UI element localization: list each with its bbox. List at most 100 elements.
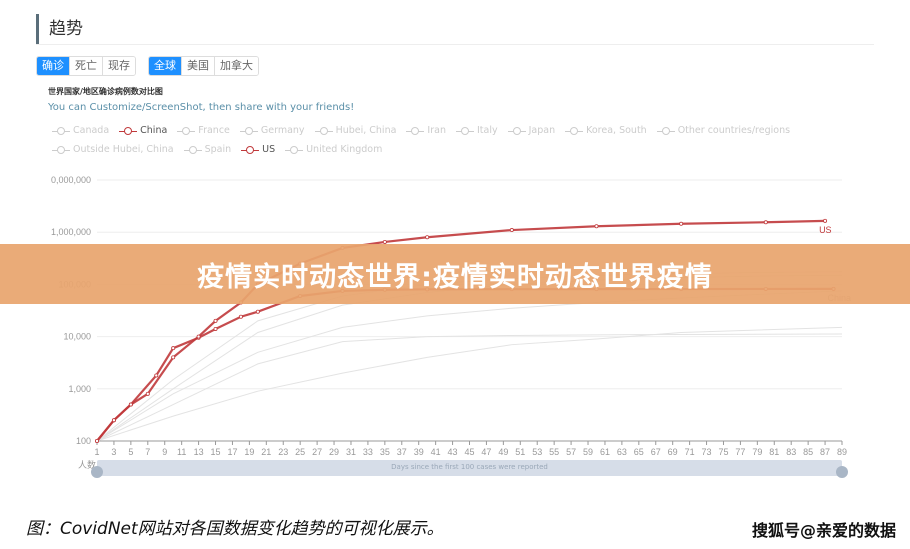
x-tick-label: 45	[464, 447, 474, 457]
x-tick-label: 35	[380, 447, 390, 457]
x-tick-label: 61	[600, 447, 610, 457]
x-tick-label: 65	[634, 447, 644, 457]
slider-handle-icon[interactable]	[91, 466, 103, 478]
x-tick-label: 17	[227, 447, 237, 457]
data-point	[95, 438, 100, 443]
legend-row-2: Outside Hubei, China Spain US United Kingdo…	[52, 144, 382, 155]
data-point	[425, 235, 430, 240]
legend-marker-icon	[52, 126, 70, 135]
legend-item[interactable]: Canada	[52, 125, 109, 136]
legend-item[interactable]: Outside Hubei, China	[52, 144, 174, 155]
x-tick-label: 83	[786, 447, 796, 457]
data-point	[171, 346, 176, 351]
series-end-label: US	[819, 225, 832, 235]
region-tabs: 全球 美国 加拿大	[148, 56, 259, 76]
data-point	[213, 318, 218, 323]
series-line	[96, 333, 843, 442]
section-title: 趋势	[36, 14, 83, 44]
tab-global[interactable]: 全球	[149, 57, 182, 75]
divider	[36, 44, 874, 45]
legend-label: Other countries/regions	[677, 125, 791, 136]
legend-marker-icon	[507, 126, 526, 135]
x-tick-label: 87	[820, 447, 830, 457]
y-tick-label: 1,000,000	[51, 227, 91, 237]
x-tick-label: 25	[295, 447, 305, 457]
y-axis-label: 人数	[78, 459, 96, 471]
legend-item[interactable]: Italy	[455, 125, 498, 136]
legend-label: Outside Hubei, China	[73, 144, 174, 155]
x-tick-label: 51	[515, 447, 525, 457]
data-point	[213, 326, 218, 331]
slider-label: Days since the first 100 cases were repo…	[391, 463, 548, 471]
banner-text: 疫情实时动态世界:疫情实时动态世界疫情	[197, 261, 713, 293]
legend-marker-icon	[314, 126, 333, 135]
series-line	[96, 287, 834, 442]
x-tick-label: 23	[278, 447, 288, 457]
x-tick-label: 37	[397, 447, 407, 457]
legend-item[interactable]: France	[177, 125, 230, 136]
data-point	[763, 220, 768, 225]
x-tick-label: 19	[244, 447, 254, 457]
x-tick-label: 69	[668, 447, 678, 457]
legend-item[interactable]: Iran	[406, 125, 446, 136]
legend-item[interactable]: China	[119, 125, 167, 136]
legend-label: France	[198, 125, 230, 136]
legend-marker-icon	[285, 145, 304, 154]
x-tick-label: 11	[177, 447, 186, 457]
data-point	[111, 418, 116, 423]
x-tick-label: 5	[128, 447, 133, 457]
x-tick-label: 49	[498, 447, 508, 457]
data-point	[509, 228, 514, 233]
x-tick-label: 3	[111, 447, 116, 457]
x-tick-label: 57	[566, 447, 576, 457]
legend-item[interactable]: Hubei, China	[314, 125, 396, 136]
legend-marker-icon	[241, 145, 260, 154]
legend-marker-icon	[177, 126, 196, 135]
x-tick-label: 81	[769, 447, 779, 457]
legend-label: Korea, South	[586, 125, 647, 136]
data-point	[196, 334, 201, 339]
legend-label: Germany	[260, 125, 305, 136]
overlay-banner: 疫情实时动态世界:疫情实时动态世界疫情	[0, 244, 910, 304]
legend-item[interactable]: Other countries/regions	[656, 125, 791, 136]
watermark: 搜狐号@亲爱的数据	[751, 521, 896, 540]
tab-canada[interactable]: 加拿大	[215, 57, 258, 75]
legend-row-1: Canada China France Germany Hubei, China Iran…	[52, 125, 790, 136]
y-tick-label: 1,000	[68, 384, 91, 394]
x-tick-label: 55	[549, 447, 559, 457]
legend-label: Spain	[204, 144, 232, 155]
tab-usa[interactable]: 美国	[182, 57, 215, 75]
x-tick-label: 27	[312, 447, 322, 457]
x-tick-label: 7	[145, 447, 150, 457]
x-tick-label: 47	[481, 447, 491, 457]
x-tick-label: 75	[718, 447, 728, 457]
x-tick-label: 63	[617, 447, 627, 457]
x-tick-label: 59	[583, 447, 593, 457]
data-point	[171, 355, 176, 360]
x-tick-label: 67	[651, 447, 661, 457]
tab-confirmed[interactable]: 确诊	[37, 57, 70, 75]
legend-item[interactable]: Korea, South	[565, 125, 647, 136]
x-tick-label: 21	[261, 447, 271, 457]
legend-label: US	[262, 144, 276, 155]
zoom-slider[interactable]	[97, 460, 842, 476]
chart-subtitle: 世界国家/地区确诊病例数对比图	[48, 87, 163, 96]
legend-item[interactable]: Japan	[507, 125, 555, 136]
slider-handle-icon[interactable]	[836, 466, 848, 478]
legend-marker-icon	[656, 126, 675, 135]
x-tick-label: 39	[414, 447, 424, 457]
data-point	[679, 221, 684, 226]
legend-marker-icon	[52, 145, 70, 154]
data-point	[238, 314, 243, 319]
legend-item[interactable]: United Kingdom	[285, 144, 382, 155]
legend-item[interactable]: Germany	[239, 125, 305, 136]
x-tick-label: 85	[803, 447, 813, 457]
tab-active[interactable]: 现存	[103, 57, 135, 75]
data-point	[128, 402, 133, 407]
legend-item[interactable]: Spain	[183, 144, 232, 155]
legend-item[interactable]: US	[241, 144, 275, 155]
tab-deaths[interactable]: 死亡	[70, 57, 103, 75]
x-tick-label: 53	[532, 447, 542, 457]
x-tick-label: 13	[194, 447, 204, 457]
y-tick-label: 0,000,000	[51, 175, 91, 185]
